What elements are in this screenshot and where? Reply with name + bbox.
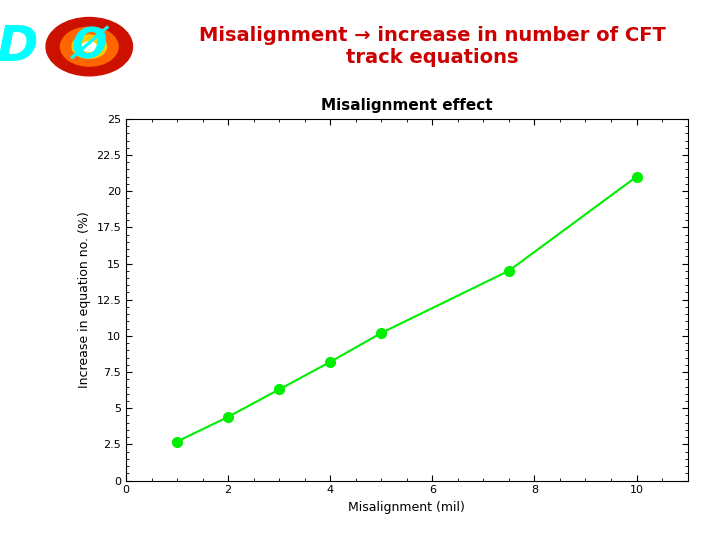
Text: Ø: Ø [71,26,107,68]
Text: Misalignment → increase in number of CFT
track equations: Misalignment → increase in number of CFT… [199,26,665,67]
Text: D: D [0,23,38,71]
X-axis label: Misalignment (mil): Misalignment (mil) [348,501,465,514]
Circle shape [82,42,96,51]
Circle shape [46,17,132,76]
Y-axis label: Increase in equation no. (%): Increase in equation no. (%) [78,211,91,388]
Circle shape [72,35,107,58]
Title: Misalignment effect: Misalignment effect [321,98,492,113]
Circle shape [60,27,118,66]
